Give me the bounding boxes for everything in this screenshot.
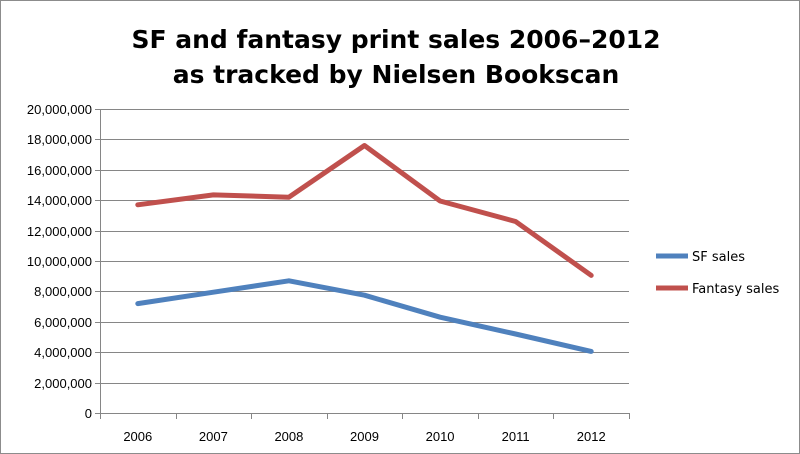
y-tick-label: 18,000,000 (27, 132, 92, 147)
x-tick-label: 2009 (350, 429, 379, 444)
y-tick-label: 8,000,000 (34, 284, 92, 299)
legend-label-fantasy-sales: Fantasy sales (692, 282, 780, 297)
y-tick-label: 20,000,000 (27, 102, 92, 117)
legend: SF sales Fantasy sales (656, 250, 780, 297)
y-tick-label: 0 (85, 406, 92, 421)
y-tick-label: 16,000,000 (27, 163, 92, 178)
y-tick-label: 4,000,000 (34, 345, 92, 360)
y-tick-label: 14,000,000 (27, 193, 92, 208)
chart-subtitle: as tracked by Nielsen Bookscan (173, 60, 620, 89)
y-tick-label: 12,000,000 (27, 224, 92, 239)
x-axis-tick-labels: 2006 2007 2008 2009 2010 2011 2012 (123, 429, 605, 444)
x-tick-label: 2010 (426, 429, 455, 444)
y-tick-label: 2,000,000 (34, 376, 92, 391)
series-line-fantasy-sales (135, 143, 594, 278)
legend-label-sf-sales: SF sales (692, 250, 745, 265)
chart-title: SF and fantasy print sales 2006–2012 (131, 25, 660, 54)
x-tick-label: 2011 (502, 429, 530, 444)
y-tick-label: 10,000,000 (27, 254, 92, 269)
axes (95, 109, 630, 419)
x-tick-label: 2012 (577, 429, 606, 444)
x-tick-label: 2008 (274, 429, 303, 444)
y-axis-tick-labels: 0 2,000,000 4,000,000 6,000,000 8,000,000 10,… (27, 102, 92, 421)
y-tick-label: 6,000,000 (34, 315, 92, 330)
series-lines (135, 143, 594, 354)
x-tick-label: 2007 (199, 429, 228, 444)
x-tick-label: 2006 (123, 429, 152, 444)
